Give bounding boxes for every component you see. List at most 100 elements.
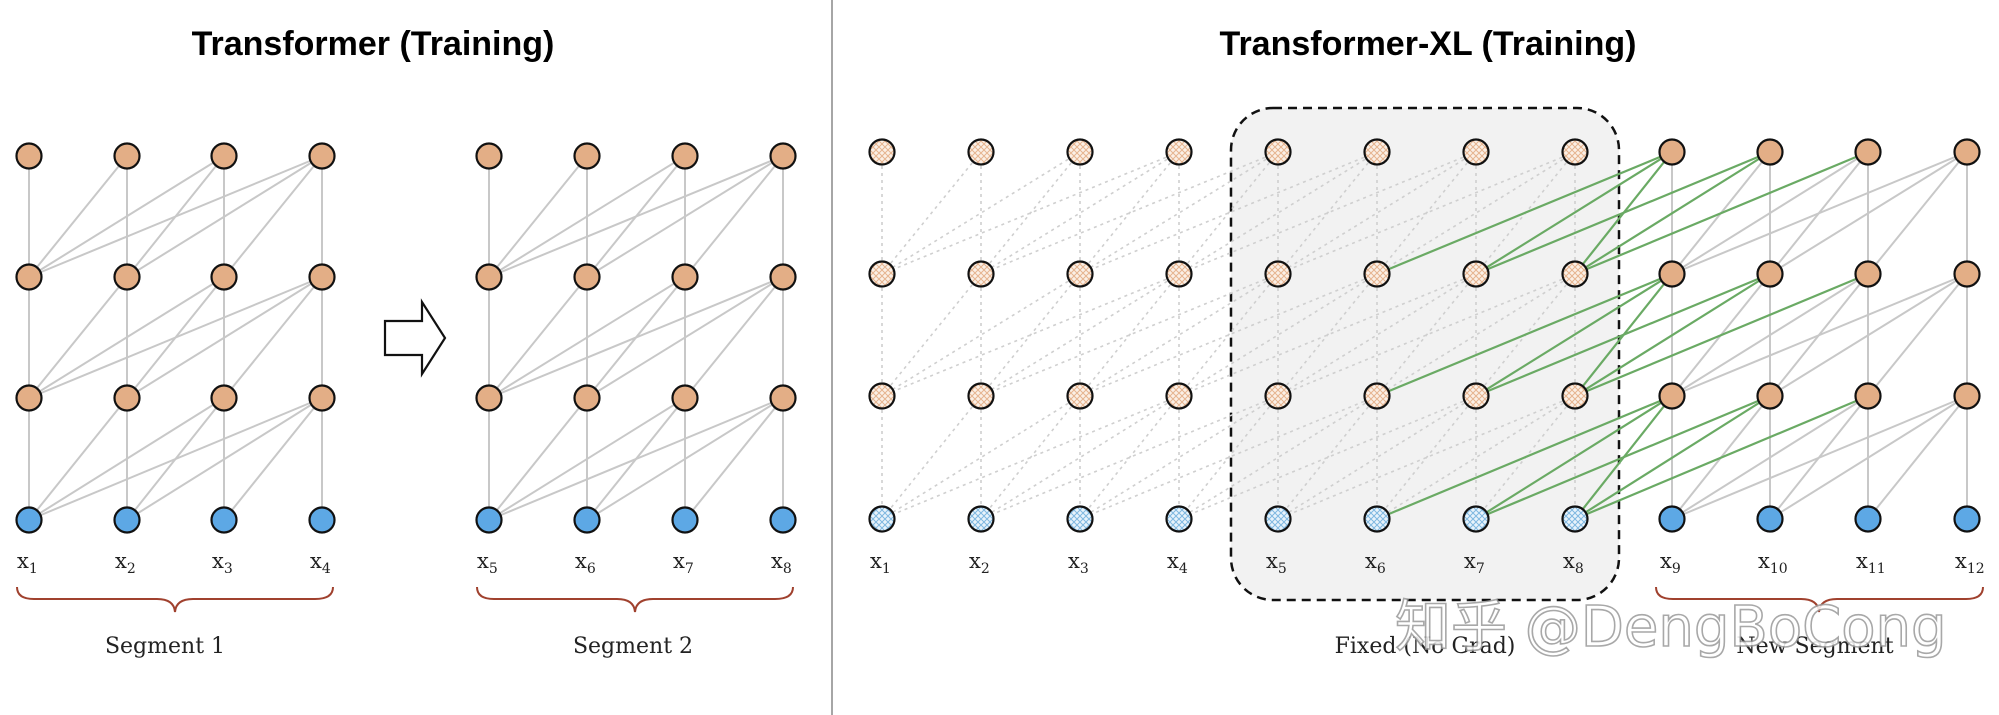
token-label: x7	[673, 549, 694, 577]
attention-edge	[586, 155, 784, 278]
cached-hidden-node	[868, 138, 896, 166]
attention-edge	[1769, 151, 1968, 275]
hidden-state-node	[475, 142, 503, 170]
memory-attention-edge	[1178, 395, 1477, 520]
memory-attention-edge	[881, 151, 982, 275]
input-token-node	[308, 506, 336, 534]
cached-input-node	[1561, 505, 1589, 533]
memory-attention-edge	[980, 395, 1081, 520]
memory-attention-edge	[1376, 395, 1477, 520]
hidden-state-node	[210, 142, 238, 170]
segment-2-brace	[476, 586, 794, 613]
attention-edge	[126, 276, 323, 399]
cached-hidden-node	[1165, 138, 1193, 166]
cached-hidden-node	[868, 382, 896, 410]
token-label: x2	[969, 549, 990, 577]
attention-edge	[28, 276, 225, 399]
memory-context-edge	[1475, 273, 1673, 397]
cached-input-node	[967, 505, 995, 533]
attention-edge	[488, 276, 784, 399]
token-label: x6	[575, 549, 596, 577]
attention-edge	[1671, 395, 1968, 520]
cached-input-node	[1165, 505, 1193, 533]
hidden-state-node	[1756, 382, 1784, 410]
cached-hidden-node	[1165, 260, 1193, 288]
cached-hidden-node	[1561, 138, 1589, 166]
attention-edge	[28, 397, 128, 521]
hidden-state-node	[671, 384, 699, 412]
hidden-state-node	[113, 384, 141, 412]
memory-attention-edge	[1178, 273, 1477, 397]
attention-edge	[28, 397, 225, 521]
cached-hidden-node	[1165, 382, 1193, 410]
fixed-no-grad-label: Fixed (No Grad)	[1335, 634, 1516, 659]
memory-attention-edge	[1376, 273, 1477, 397]
attention-edge	[28, 155, 323, 278]
input-token-node	[210, 506, 238, 534]
memory-attention-edge	[980, 395, 1279, 520]
hidden-state-node	[769, 263, 797, 291]
attention-edge	[1867, 273, 1968, 397]
token-label: x5	[477, 549, 498, 577]
memory-attention-edge	[1079, 395, 1378, 520]
left-panel-title: Transformer (Training)	[192, 25, 555, 63]
attention-edge	[1671, 273, 1869, 397]
memory-context-edge	[1574, 394, 1869, 521]
hidden-state-node	[573, 384, 601, 412]
cached-hidden-node	[1066, 138, 1094, 166]
memory-attention-edge	[1079, 395, 1180, 520]
memory-attention-edge	[1079, 151, 1180, 275]
token-label: x8	[771, 549, 792, 577]
memory-attention-edge	[980, 273, 1279, 397]
memory-attention-edge	[980, 151, 1081, 275]
memory-attention-edge	[1277, 273, 1378, 397]
hidden-state-node	[1658, 260, 1686, 288]
cached-hidden-node	[1363, 260, 1391, 288]
memory-attention-edge	[980, 395, 1180, 520]
memory-context-edge	[1574, 273, 1771, 397]
memory-attention-edge	[881, 395, 982, 520]
segment-2-label: Segment 2	[573, 634, 693, 659]
cached-input-node	[1363, 505, 1391, 533]
token-label: x2	[115, 549, 136, 577]
input-token-node	[113, 506, 141, 534]
token-labels-layer: x1 x2 x3 x4 x5 x6 x7 x8 x1 x2 x3 x4 x5 x6 x7 x8 x9 x10 x11…	[17, 549, 1985, 577]
memory-context-edge	[1574, 151, 1771, 275]
cached-input-node	[1462, 505, 1490, 533]
cached-hidden-node	[967, 382, 995, 410]
attention-edge	[1867, 395, 1968, 520]
memory-attention-edge	[1277, 395, 1378, 520]
memory-attention-edge	[1079, 151, 1378, 275]
hidden-state-node	[1756, 138, 1784, 166]
memory-context-edge	[1376, 394, 1673, 521]
hidden-state-node	[769, 384, 797, 412]
cached-hidden-node	[1264, 382, 1292, 410]
hidden-state-node	[113, 263, 141, 291]
cached-hidden-node	[1066, 260, 1094, 288]
hidden-state-node	[308, 384, 336, 412]
input-token-node	[671, 506, 699, 534]
cached-hidden-node	[1462, 382, 1490, 410]
cached-hidden-node	[1066, 382, 1094, 410]
cached-input-node	[1066, 505, 1094, 533]
new-segment-label: New Segment	[1736, 634, 1893, 659]
memory-context-edge	[1376, 272, 1673, 398]
hidden-state-node	[1756, 260, 1784, 288]
cached-input-node	[868, 505, 896, 533]
hidden-state-node	[475, 384, 503, 412]
attention-edge	[1867, 151, 1968, 275]
attention-edge	[223, 155, 323, 278]
memory-attention-edge	[980, 273, 1180, 397]
token-label: x4	[310, 549, 331, 577]
token-label: x9	[1660, 549, 1681, 577]
attention-edge	[28, 155, 128, 278]
cached-hidden-node	[967, 260, 995, 288]
hidden-state-node	[15, 142, 43, 170]
hidden-state-node	[671, 263, 699, 291]
memory-context-edge	[1475, 395, 1673, 520]
memory-attention-edge	[881, 395, 1180, 520]
arrow-right-icon	[383, 298, 447, 378]
memory-context-edge	[1574, 150, 1869, 276]
hidden-state-node	[15, 263, 43, 291]
memory-attention-edge	[1277, 151, 1576, 275]
